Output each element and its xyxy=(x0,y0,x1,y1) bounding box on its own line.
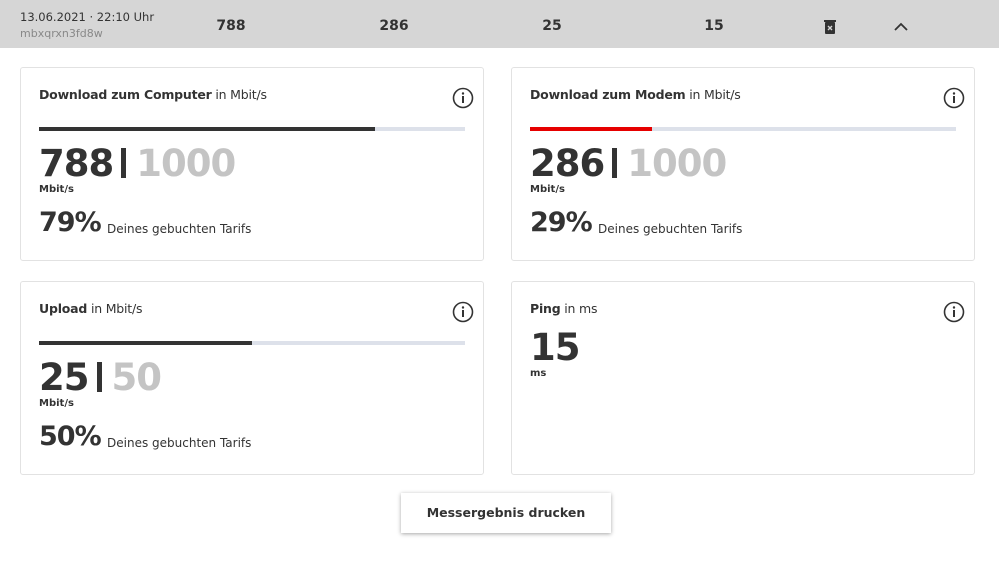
card-title-text: Download zum Computer xyxy=(39,87,212,102)
info-icon[interactable] xyxy=(943,87,965,109)
progress-track xyxy=(39,341,465,345)
value: 15 xyxy=(530,326,580,369)
value-display: 15 xyxy=(530,326,580,369)
percent-text: Deines gebuchten Tarifs xyxy=(598,222,743,236)
datetime: 13.06.2021 · 22:10 Uhr xyxy=(20,10,155,24)
max-value: 1000 xyxy=(627,142,727,185)
result-card: Ping in ms 15 ms xyxy=(511,281,975,475)
progress-bar xyxy=(530,127,652,131)
print-button[interactable]: Messergebnis drucken xyxy=(401,493,611,533)
header-value: 286 xyxy=(379,18,409,34)
unit: Mbit/s xyxy=(39,398,74,409)
result-header[interactable]: 13.06.2021 · 22:10 Uhr mbxqrxn3fd8w 788 2… xyxy=(0,0,999,48)
info-icon[interactable] xyxy=(943,301,965,323)
result-card: Upload in Mbit/s 25 50 Mbit/s 50% Deines gebu… xyxy=(20,281,484,475)
percent: 29% xyxy=(530,207,593,238)
percent: 50% xyxy=(39,421,102,452)
result-id: mbxqrxn3fd8w xyxy=(20,27,103,40)
result-card: Download zum Modem in Mbit/s 286 1000 Mbit/… xyxy=(511,67,975,261)
header-value: 15 xyxy=(704,18,724,34)
separator xyxy=(96,362,102,392)
value: 788 xyxy=(39,142,114,185)
card-title: Ping in ms xyxy=(530,301,598,316)
card-title-text: Upload xyxy=(39,301,88,316)
separator xyxy=(121,148,127,178)
card-title: Download zum Computer in Mbit/s xyxy=(39,87,267,102)
card-unit-label: in Mbit/s xyxy=(689,87,741,102)
progress-bar xyxy=(39,341,252,345)
progress-bar xyxy=(39,127,375,131)
value: 286 xyxy=(530,142,605,185)
header-value: 788 xyxy=(216,18,246,34)
info-icon[interactable] xyxy=(452,301,474,323)
unit: Mbit/s xyxy=(530,184,565,195)
progress-track xyxy=(39,127,465,131)
value-display: 286 1000 xyxy=(530,142,727,185)
value-display: 788 1000 xyxy=(39,142,236,185)
max-value: 1000 xyxy=(136,142,236,185)
separator xyxy=(612,148,618,178)
value: 25 xyxy=(39,356,89,399)
delete-icon[interactable] xyxy=(822,19,838,35)
card-title-text: Download zum Modem xyxy=(530,87,686,102)
card-unit-label: in ms xyxy=(564,301,598,316)
progress-track xyxy=(530,127,956,131)
unit: ms xyxy=(530,368,547,379)
card-title: Upload in Mbit/s xyxy=(39,301,143,316)
value-display: 25 50 xyxy=(39,356,162,399)
unit: Mbit/s xyxy=(39,184,74,195)
percent-text: Deines gebuchten Tarifs xyxy=(107,222,252,236)
card-unit-label: in Mbit/s xyxy=(90,301,143,316)
card-title: Download zum Modem in Mbit/s xyxy=(530,87,741,102)
max-value: 50 xyxy=(111,356,162,399)
header-value: 25 xyxy=(542,18,562,34)
card-title-text: Ping xyxy=(530,301,561,316)
info-icon[interactable] xyxy=(452,87,474,109)
collapse-icon[interactable] xyxy=(893,20,909,34)
card-unit-label: in Mbit/s xyxy=(215,87,267,102)
result-card: Download zum Computer in Mbit/s 788 1000 Mb… xyxy=(20,67,484,261)
percent-text: Deines gebuchten Tarifs xyxy=(107,436,252,450)
percent: 79% xyxy=(39,207,102,238)
